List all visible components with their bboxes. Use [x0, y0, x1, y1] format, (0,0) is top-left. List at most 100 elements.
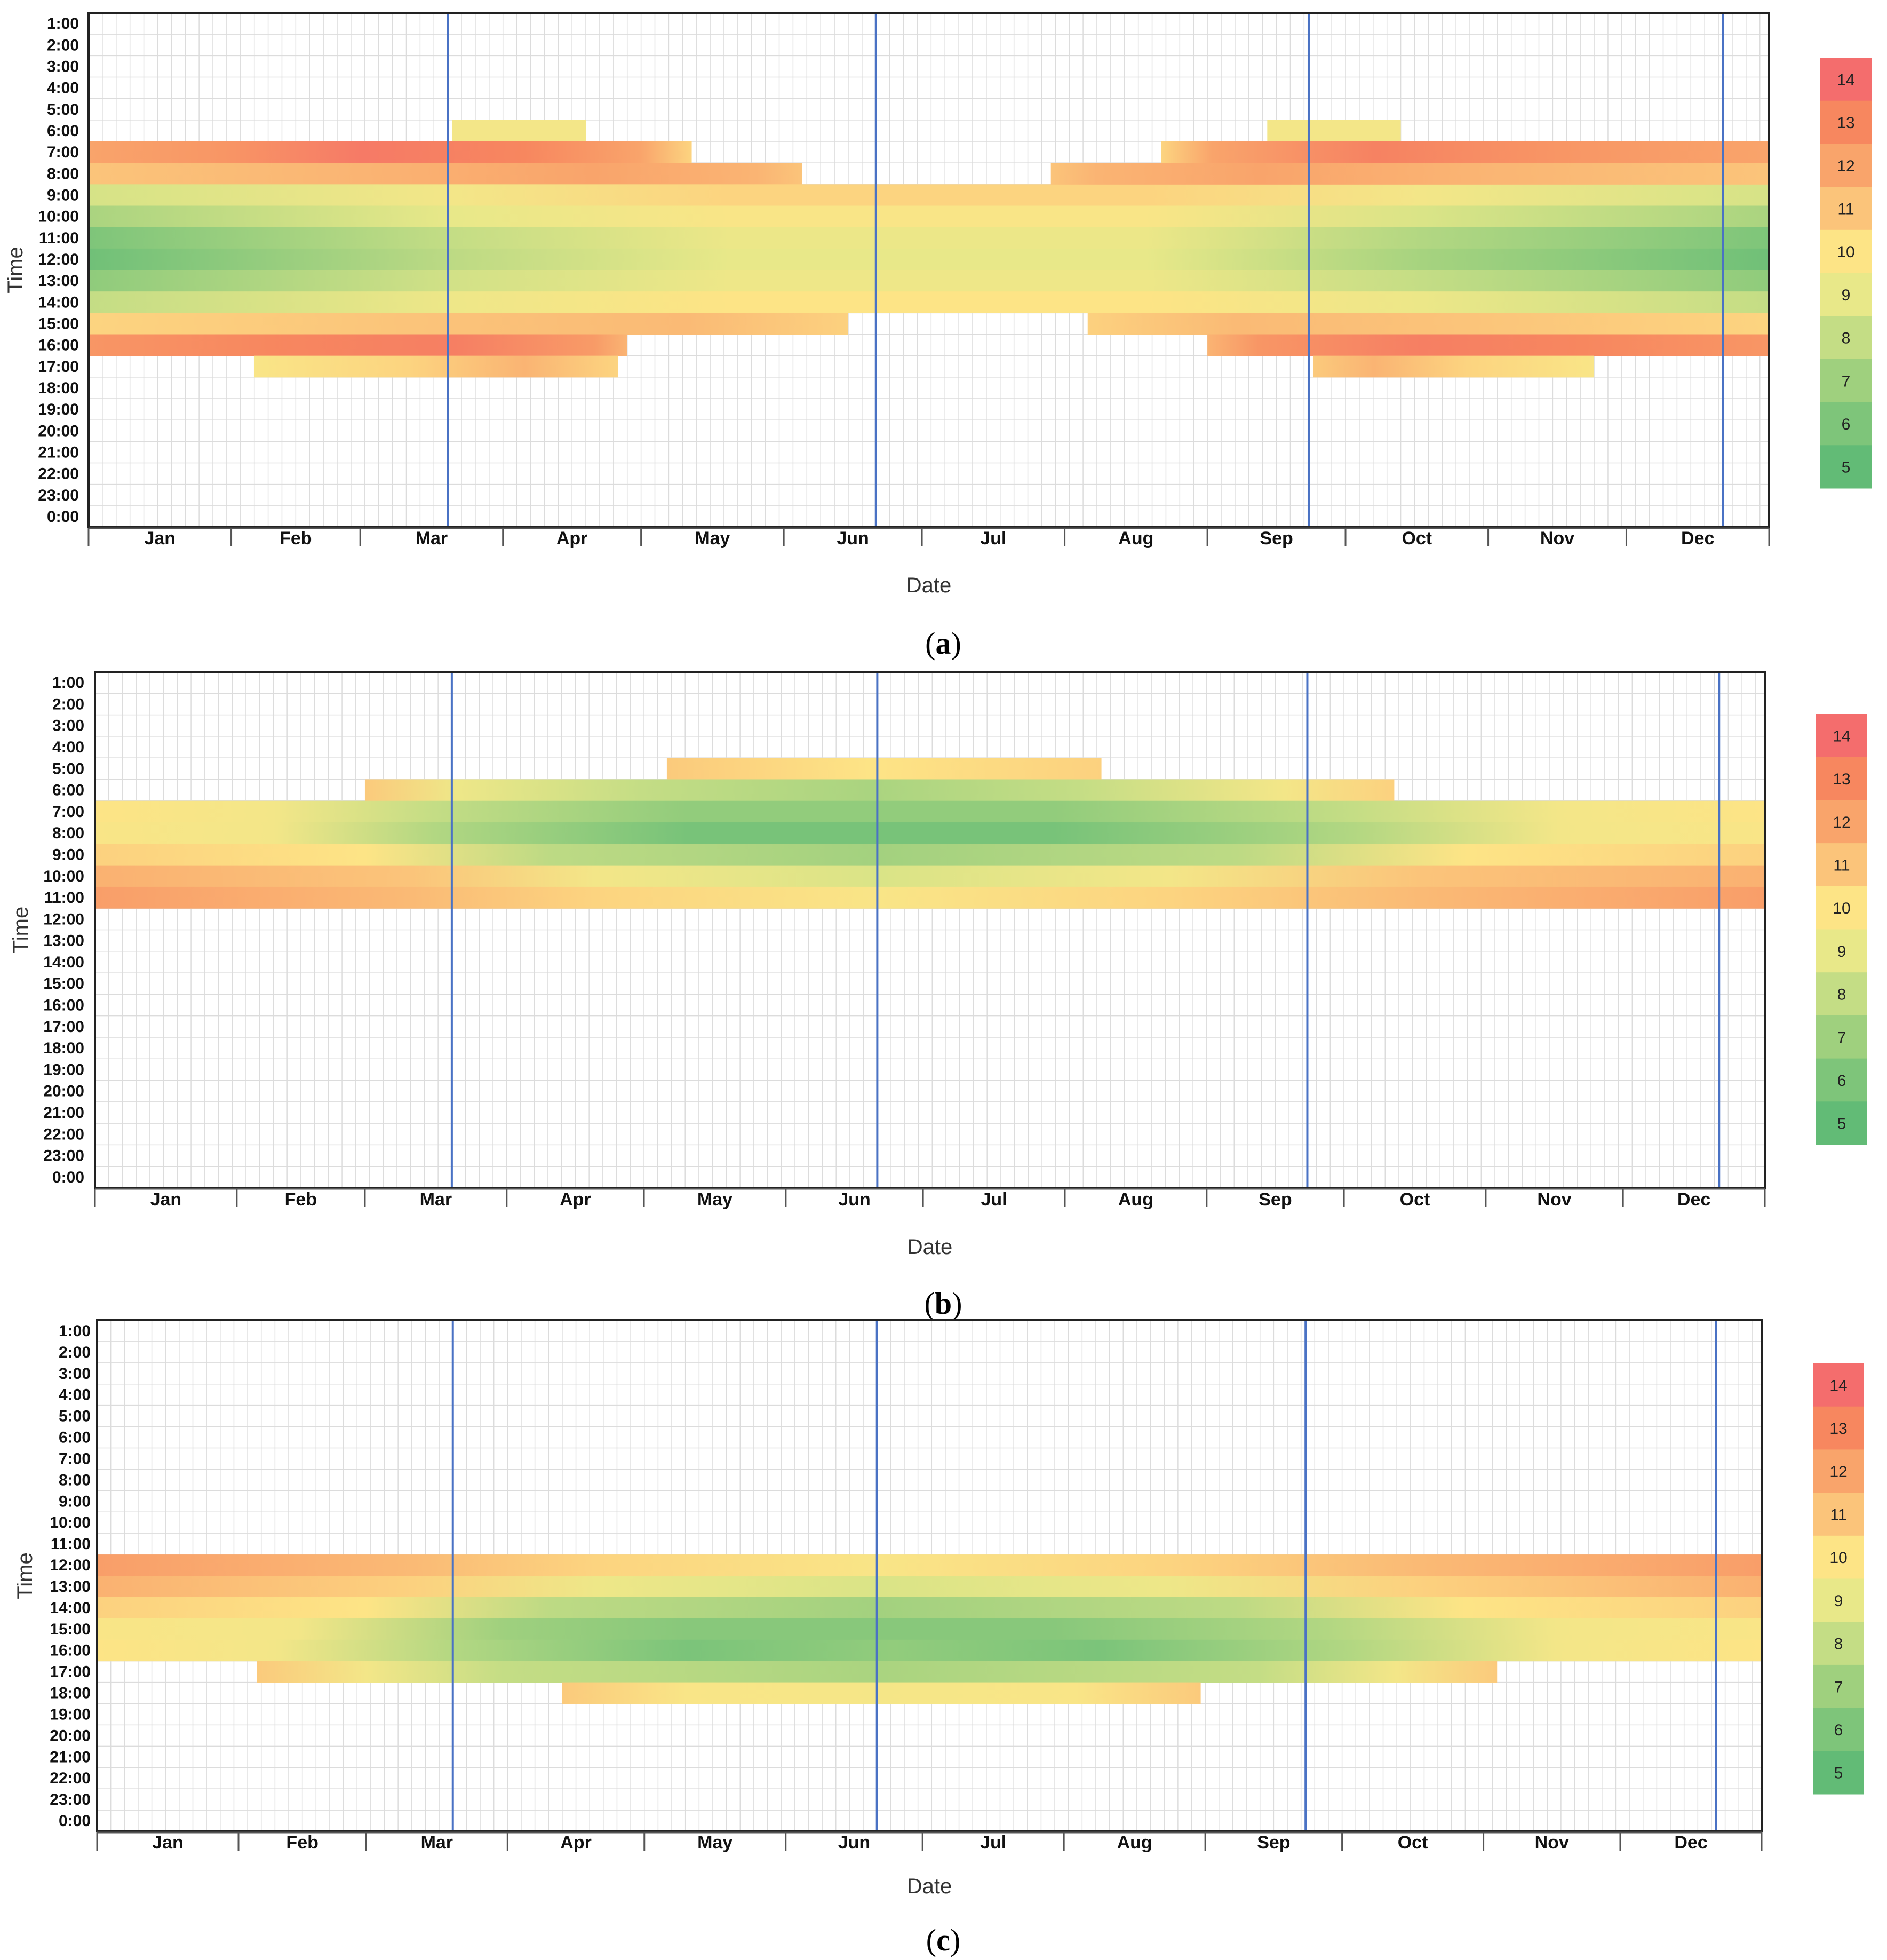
y-tick-label: 23:00: [50, 1791, 91, 1808]
heatmap-cell-700-1: [89, 141, 692, 163]
legend: 14 13 12 11 10 9 8 7 6 5: [1820, 58, 1872, 489]
legend-label: 6: [1837, 1072, 1846, 1090]
y-tick-label: 13:00: [38, 272, 79, 290]
panel-c: 1:00 2:00 3:00 4:00 5:00 6:00 7:00 8:00 9:00 10:0…: [13, 1319, 1864, 1957]
heatmap-cell-500-0: [666, 758, 1102, 780]
legend-swatch: [1813, 1363, 1864, 1407]
y-tick-label: 23:00: [43, 1147, 84, 1165]
legend-label: 9: [1837, 943, 1846, 961]
y-tick-label: 23:00: [38, 487, 79, 504]
legend-swatch: [1820, 187, 1872, 231]
legend: 14 13 12 11 10 9 8 7 6 5: [1816, 714, 1867, 1145]
y-tick-label: 2:00: [52, 695, 84, 713]
x-tick-label: Jan: [144, 528, 176, 549]
y-tick-label: 18:00: [38, 379, 79, 397]
heatmap-cell-900-3: [89, 184, 1769, 206]
y-tick-label: 6:00: [59, 1429, 91, 1447]
x-tick-label: Dec: [1677, 1189, 1710, 1210]
x-tick-label: Apr: [560, 1189, 591, 1210]
x-tick-label: Sep: [1257, 1832, 1290, 1853]
legend-swatch: [1813, 1493, 1864, 1536]
legend-label: 12: [1829, 1463, 1847, 1481]
legend-swatch: [1813, 1578, 1864, 1622]
heatmap-cell-1000-5: [95, 865, 1765, 887]
x-tick-label: Jan: [150, 1189, 182, 1210]
y-tick-label: 18:00: [50, 1685, 91, 1702]
heatmap-bands: [95, 758, 1765, 909]
heatmap-cell-1500-9: [89, 313, 848, 335]
legend-label: 14: [1829, 1377, 1847, 1394]
legend-label: 10: [1837, 243, 1854, 261]
y-tick-label: 12:00: [38, 251, 79, 268]
heatmap-cell-800-17: [1050, 163, 1769, 185]
legend-swatch: [1820, 58, 1872, 101]
y-tick-label: 16:00: [38, 337, 79, 354]
legend-swatch: [1816, 972, 1867, 1016]
x-tick-label: May: [697, 1832, 732, 1853]
legend-label: 11: [1830, 1506, 1846, 1523]
x-tick-label: Dec: [1674, 1832, 1707, 1853]
y-tick-label: 0:00: [47, 508, 79, 526]
y-tick-label: 3:00: [47, 58, 79, 75]
y-tick-label: 4:00: [52, 739, 84, 756]
legend-label: 11: [1833, 856, 1850, 874]
legend-swatch: [1816, 1015, 1867, 1059]
y-tick-label: 17:00: [50, 1663, 91, 1681]
heatmap-cell-1600-4: [97, 1639, 1762, 1662]
y-tick-label: 0:00: [52, 1169, 84, 1186]
x-tick-label: Feb: [280, 528, 312, 549]
legend-label: 14: [1833, 727, 1850, 745]
legend-label: 6: [1834, 1721, 1843, 1739]
y-tick-label: 17:00: [43, 1018, 84, 1036]
heatmap-cell-800-3: [95, 822, 1765, 844]
y-tick-label: 16:00: [50, 1642, 91, 1660]
y-tick-label: 16:00: [43, 997, 84, 1014]
y-tick-label: 15:00: [50, 1621, 91, 1638]
x-tick-label: Feb: [286, 1832, 318, 1853]
legend-swatch: [1816, 1101, 1867, 1145]
y-tick-label: 1:00: [59, 1322, 91, 1340]
y-tick-label: 9:00: [52, 846, 84, 863]
heatmap-cell-1300-7: [89, 270, 1769, 292]
panel-caption: (c): [926, 1923, 960, 1957]
y-tick-label: 19:00: [50, 1705, 91, 1723]
legend-label: 9: [1834, 1592, 1843, 1610]
y-tick-label: 3:00: [59, 1365, 91, 1383]
y-tick-label: 17:00: [38, 358, 79, 376]
heatmap-bands: [97, 1554, 1762, 1704]
legend-swatch: [1813, 1708, 1864, 1751]
y-tick-label: 5:00: [47, 101, 79, 118]
legend-label: 5: [1834, 1765, 1843, 1782]
heatmap-cell-700-2: [95, 800, 1765, 823]
x-axis-title: Date: [906, 574, 952, 597]
x-tick-label: Aug: [1118, 528, 1153, 549]
y-tick-label: 21:00: [38, 443, 79, 461]
legend-label: 11: [1837, 200, 1854, 218]
plot-border: [87, 12, 1770, 528]
x-tick-label: Aug: [1118, 1189, 1153, 1210]
heatmap-cell-700-16: [1161, 141, 1769, 163]
legend-label: 13: [1829, 1420, 1847, 1438]
heatmap-cell-1000-4: [89, 205, 1769, 228]
legend-label: 8: [1834, 1636, 1843, 1653]
y-tick-label: 8:00: [59, 1471, 91, 1489]
x-tick-label: Nov: [1537, 1189, 1571, 1210]
legend-swatch: [1813, 1751, 1864, 1795]
heatmap-cell-800-2: [89, 163, 802, 185]
heatmap-cell-1700-13: [254, 355, 618, 378]
y-tick-label: 3:00: [52, 717, 84, 735]
x-tick-label: Feb: [285, 1189, 317, 1210]
x-tick-label: Mar: [420, 1189, 452, 1210]
x-tick-label: Nov: [1540, 528, 1574, 549]
y-tick-label: 13:00: [43, 932, 84, 950]
y-tick-label: 19:00: [43, 1061, 84, 1078]
y-tick-label: 14:00: [50, 1599, 91, 1617]
y-tick-label: 10:00: [43, 868, 84, 885]
legend-label: 10: [1829, 1549, 1847, 1567]
legend-swatch: [1813, 1622, 1864, 1665]
panel-caption: (a): [925, 626, 961, 661]
y-tick-label: 4:00: [59, 1386, 91, 1404]
y-tick-label: 8:00: [47, 165, 79, 182]
legend: 14 13 12 11 10 9 8 7 6 5: [1813, 1363, 1864, 1795]
